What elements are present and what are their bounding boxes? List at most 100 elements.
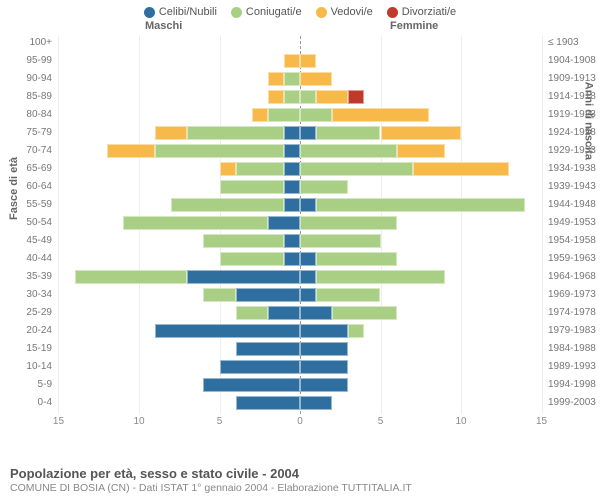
age-label: 50-54	[8, 216, 52, 230]
age-label: 20-24	[8, 324, 52, 338]
age-label: 70-74	[8, 144, 52, 158]
age-label: 80-84	[8, 108, 52, 122]
bar-segment-male	[236, 306, 268, 320]
pyramid-row	[58, 378, 542, 392]
bar-segment-male	[155, 144, 284, 158]
age-label: 15-19	[8, 342, 52, 356]
bar-segment-female	[300, 54, 316, 68]
legend-swatch	[231, 7, 242, 18]
birth-year-label: 1959-1963	[548, 252, 600, 266]
pyramid-row	[58, 324, 542, 338]
birth-year-label: 1939-1943	[548, 180, 600, 194]
birth-year-label: 1944-1948	[548, 198, 600, 212]
bar-segment-female	[300, 324, 348, 338]
age-label: 40-44	[8, 252, 52, 266]
legend-item: Divorziati/e	[387, 6, 456, 18]
birth-year-label: 1924-1928	[548, 126, 600, 140]
pyramid-row	[58, 90, 542, 104]
legend-label: Divorziati/e	[402, 6, 456, 18]
chart-subtitle: COMUNE DI BOSIA (CN) - Dati ISTAT 1° gen…	[10, 482, 412, 494]
pyramid-row	[58, 54, 542, 68]
pyramid-row	[58, 252, 542, 266]
age-label: 35-39	[8, 270, 52, 284]
pyramid-row	[58, 162, 542, 176]
pyramid-row	[58, 288, 542, 302]
bar-segment-male	[171, 198, 284, 212]
bar-segment-male	[268, 108, 300, 122]
birth-year-label: 1999-2003	[548, 396, 600, 410]
bar-segment-female	[348, 324, 364, 338]
bar-segment-female	[300, 144, 397, 158]
legend-swatch	[387, 7, 398, 18]
bar-segment-female	[300, 180, 348, 194]
bar-segment-male	[252, 108, 268, 122]
bar-segment-female	[348, 90, 364, 104]
legend-swatch	[144, 7, 155, 18]
age-label: 30-34	[8, 288, 52, 302]
age-label: 60-64	[8, 180, 52, 194]
bar-segment-male	[220, 180, 284, 194]
bar-segment-male	[284, 180, 300, 194]
x-tick: 15	[53, 416, 64, 427]
pyramid-row	[58, 180, 542, 194]
bar-segment-female	[332, 108, 429, 122]
bar-segment-male	[284, 72, 300, 86]
age-label: 100+	[8, 36, 52, 50]
bar-segment-male	[284, 126, 300, 140]
bar-segment-female	[332, 306, 396, 320]
legend-label: Vedovi/e	[331, 6, 373, 18]
pyramid-row	[58, 342, 542, 356]
bar-segment-female	[413, 162, 510, 176]
pyramid-row	[58, 72, 542, 86]
bar-segment-female	[300, 162, 413, 176]
age-label: 75-79	[8, 126, 52, 140]
bar-segment-male	[75, 270, 188, 284]
bar-segment-male	[155, 126, 187, 140]
pyramid-row	[58, 36, 542, 50]
age-label: 25-29	[8, 306, 52, 320]
birth-year-label: 1914-1918	[548, 90, 600, 104]
pyramid-row	[58, 144, 542, 158]
pyramid-row	[58, 216, 542, 230]
bar-segment-male	[220, 162, 236, 176]
chart-area: 100+≤ 190395-991904-190890-941909-191385…	[58, 36, 542, 436]
bar-segment-male	[284, 252, 300, 266]
x-tick: 5	[378, 416, 384, 427]
bar-segment-male	[236, 342, 300, 356]
bar-segment-male	[220, 252, 284, 266]
bar-segment-male	[203, 288, 235, 302]
bar-segment-male	[268, 306, 300, 320]
bar-segment-male	[268, 90, 284, 104]
age-label: 95-99	[8, 54, 52, 68]
legend-item: Coniugati/e	[231, 6, 302, 18]
bar-segment-male	[203, 234, 284, 248]
bar-segment-female	[381, 126, 462, 140]
legend-item: Vedovi/e	[316, 6, 373, 18]
bar-segment-female	[300, 90, 316, 104]
bar-segment-male	[155, 324, 300, 338]
header-male: Maschi	[145, 20, 182, 32]
age-label: 90-94	[8, 72, 52, 86]
bar-segment-female	[300, 108, 332, 122]
birth-year-label: 1954-1958	[548, 234, 600, 248]
x-tick: 5	[217, 416, 223, 427]
birth-year-label: 1919-1923	[548, 108, 600, 122]
age-label: 10-14	[8, 360, 52, 374]
bar-segment-female	[300, 198, 316, 212]
birth-year-label: 1929-1933	[548, 144, 600, 158]
bar-segment-male	[187, 270, 300, 284]
bar-segment-male	[284, 90, 300, 104]
bar-segment-female	[300, 306, 332, 320]
birth-year-label: 1989-1993	[548, 360, 600, 374]
bar-segment-male	[203, 378, 300, 392]
chart-title: Popolazione per età, sesso e stato civil…	[10, 466, 412, 481]
bar-segment-female	[316, 270, 445, 284]
birth-year-label: ≤ 1903	[548, 36, 600, 50]
birth-year-label: 1984-1988	[548, 342, 600, 356]
plot: 100+≤ 190395-991904-190890-941909-191385…	[58, 36, 542, 414]
bar-segment-female	[300, 342, 348, 356]
bar-segment-female	[300, 360, 348, 374]
pyramid-row	[58, 396, 542, 410]
bar-segment-female	[397, 144, 445, 158]
bar-segment-male	[268, 216, 300, 230]
